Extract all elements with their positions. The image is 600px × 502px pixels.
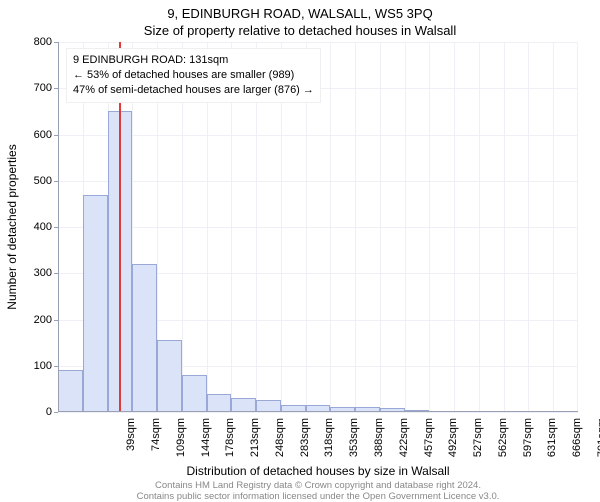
y-tick-mark <box>54 366 58 367</box>
x-tick-label: 74sqm <box>150 418 162 468</box>
x-tick-label: 109sqm <box>175 418 187 468</box>
x-tick-label: 283sqm <box>299 418 311 468</box>
footer-attribution: Contains HM Land Registry data © Crown c… <box>58 480 578 502</box>
annotation-line1: 9 EDINBURGH ROAD: 131sqm <box>73 53 314 68</box>
chart-container: 9, EDINBURGH ROAD, WALSALL, WS5 3PQ Size… <box>0 0 600 500</box>
y-axis-line <box>58 42 59 412</box>
x-axis-line <box>58 411 578 412</box>
page-title-line1: 9, EDINBURGH ROAD, WALSALL, WS5 3PQ <box>0 0 600 21</box>
x-tick-label: 39sqm <box>125 418 137 468</box>
histogram-bar <box>182 375 207 412</box>
x-tick-label: 527sqm <box>472 418 484 468</box>
gridline-v <box>380 42 381 412</box>
histogram-bar <box>157 340 182 412</box>
annotation-line2: ← 53% of detached houses are smaller (98… <box>73 68 314 83</box>
x-tick-label: 597sqm <box>522 418 534 468</box>
y-tick-mark <box>54 227 58 228</box>
histogram-bar <box>207 394 232 413</box>
y-tick-mark <box>54 42 58 43</box>
y-tick-label: 0 <box>22 406 52 418</box>
x-tick-label: 562sqm <box>497 418 509 468</box>
x-tick-label: 178sqm <box>224 418 236 468</box>
x-tick-label: 457sqm <box>423 418 435 468</box>
gridline-h <box>58 412 578 413</box>
x-tick-label: 353sqm <box>348 418 360 468</box>
histogram-bar <box>58 370 83 412</box>
gridline-v <box>528 42 529 412</box>
gridline-v <box>504 42 505 412</box>
gridline-v <box>405 42 406 412</box>
annotation-box: 9 EDINBURGH ROAD: 131sqm ← 53% of detach… <box>66 48 321 103</box>
x-tick-label: 388sqm <box>373 418 385 468</box>
y-tick-label: 100 <box>22 360 52 372</box>
x-tick-label: 144sqm <box>200 418 212 468</box>
gridline-h <box>58 227 578 228</box>
x-tick-label: 422sqm <box>398 418 410 468</box>
y-tick-mark <box>54 273 58 274</box>
x-tick-label: 701sqm <box>596 418 600 468</box>
y-tick-label: 500 <box>22 175 52 187</box>
gridline-v <box>355 42 356 412</box>
x-tick-label: 248sqm <box>274 418 286 468</box>
y-tick-mark <box>54 412 58 413</box>
y-axis-title: Number of detached properties <box>5 144 19 309</box>
gridline-v <box>479 42 480 412</box>
y-tick-mark <box>54 181 58 182</box>
gridline-h <box>58 181 578 182</box>
footer-line2: Contains public sector information licen… <box>58 491 578 502</box>
histogram-bar <box>132 264 157 412</box>
plot-area: 9 EDINBURGH ROAD: 131sqm ← 53% of detach… <box>58 42 578 412</box>
x-tick-label: 318sqm <box>323 418 335 468</box>
histogram-bar <box>231 398 256 412</box>
annotation-line3: 47% of semi-detached houses are larger (… <box>73 83 314 98</box>
gridline-v <box>577 42 578 412</box>
y-tick-mark <box>54 135 58 136</box>
gridline-h <box>58 42 578 43</box>
y-tick-label: 600 <box>22 129 52 141</box>
x-tick-label: 631sqm <box>546 418 558 468</box>
x-tick-label: 666sqm <box>571 418 583 468</box>
footer-line1: Contains HM Land Registry data © Crown c… <box>58 480 578 491</box>
y-tick-label: 700 <box>22 82 52 94</box>
y-tick-label: 300 <box>22 267 52 279</box>
y-tick-label: 400 <box>22 221 52 233</box>
x-tick-label: 492sqm <box>447 418 459 468</box>
x-tick-label: 213sqm <box>249 418 261 468</box>
gridline-h <box>58 135 578 136</box>
gridline-v <box>330 42 331 412</box>
page-title-line2: Size of property relative to detached ho… <box>0 21 600 38</box>
gridline-v <box>429 42 430 412</box>
y-tick-label: 200 <box>22 314 52 326</box>
gridline-v <box>553 42 554 412</box>
y-tick-mark <box>54 320 58 321</box>
y-tick-mark <box>54 88 58 89</box>
y-tick-label: 800 <box>22 36 52 48</box>
gridline-v <box>454 42 455 412</box>
histogram-bar <box>83 195 108 412</box>
